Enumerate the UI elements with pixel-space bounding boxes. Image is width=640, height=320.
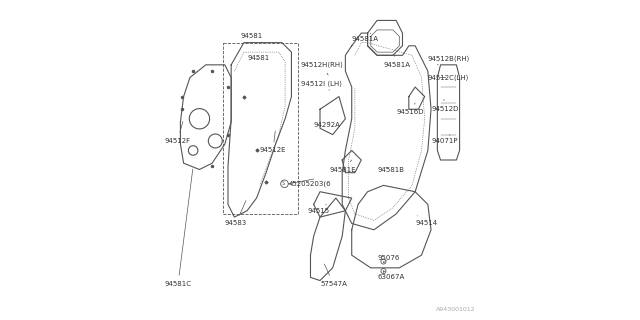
- Text: 94581A: 94581A: [352, 33, 379, 43]
- Text: A943001012: A943001012: [436, 307, 476, 312]
- Text: 94581: 94581: [247, 55, 269, 61]
- Text: 94515: 94515: [307, 204, 330, 214]
- Text: 94581A: 94581A: [383, 55, 410, 68]
- Text: 94512F: 94512F: [164, 122, 191, 144]
- Text: 94512C⟨LH⟩: 94512C⟨LH⟩: [428, 75, 469, 81]
- Text: 57547A: 57547A: [320, 264, 347, 287]
- Text: 94071P: 94071P: [431, 135, 458, 144]
- Text: 94583: 94583: [225, 201, 247, 227]
- Text: 94512D: 94512D: [431, 99, 458, 112]
- Text: 94581B: 94581B: [377, 166, 404, 172]
- Text: 94581: 94581: [241, 33, 263, 43]
- Text: 94512B⟨RH⟩: 94512B⟨RH⟩: [428, 55, 470, 65]
- Text: 95076: 95076: [377, 255, 399, 261]
- Text: 94514: 94514: [415, 216, 437, 227]
- Text: 94516D: 94516D: [396, 103, 424, 116]
- Text: 94512I ⟨LH⟩: 94512I ⟨LH⟩: [301, 81, 342, 90]
- Text: 63067A: 63067A: [377, 271, 404, 280]
- Text: 94581E: 94581E: [330, 160, 356, 172]
- Text: 94512E: 94512E: [260, 131, 286, 154]
- Text: 94581C: 94581C: [164, 169, 193, 287]
- Text: 94292A: 94292A: [314, 122, 340, 128]
- Text: 45205203(6: 45205203(6: [289, 180, 332, 187]
- Text: 94512H⟨RH⟩: 94512H⟨RH⟩: [301, 62, 344, 75]
- Text: S: S: [282, 181, 285, 186]
